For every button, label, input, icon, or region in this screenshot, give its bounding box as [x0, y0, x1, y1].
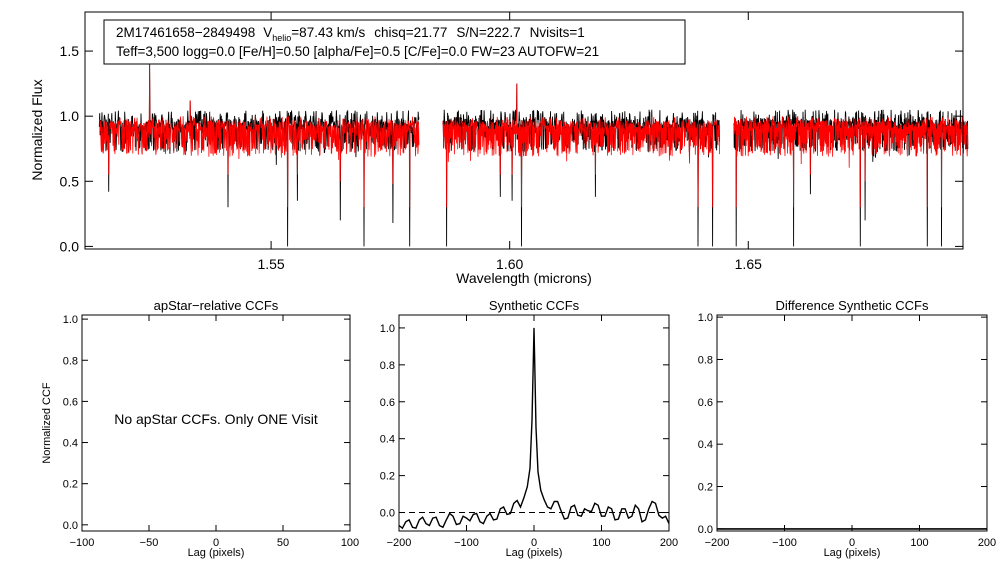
- y-tick-label: 0.4: [380, 434, 395, 446]
- x-tick-label: 100: [341, 537, 359, 549]
- y-tick-label: 0.0: [380, 508, 395, 520]
- spectrum-traces: [98, 61, 969, 247]
- x-tick-label: 0: [213, 537, 219, 549]
- apstar-ccf-y-axis-label: Normalized CCF: [41, 382, 53, 464]
- x-tick-label: 0: [531, 537, 537, 549]
- y-tick-label: 0.0: [698, 524, 713, 536]
- synthetic-spectrum-line-chip-1: [98, 61, 420, 208]
- spectrum-axis-ticks: 1.55 1.60 1.65 0.0 0.5 1.0 1.5: [60, 12, 963, 272]
- y-tick-label: 0.4: [63, 438, 78, 450]
- spectrum-y-axis-label: Normalized Flux: [29, 79, 45, 180]
- synthetic-ccf-axis-ticks: −200 −100 0 100 200 0.0 0.2 0.4 0.6 0.8 1.0: [380, 315, 678, 549]
- x-tick-label: 50: [277, 537, 289, 549]
- x-tick-label: 1.65: [735, 256, 762, 272]
- y-tick-label: 0.8: [698, 354, 713, 366]
- x-tick-label: 1.55: [257, 256, 284, 272]
- x-tick-label: 200: [978, 537, 996, 549]
- spectrum-plot-frame: [84, 11, 964, 250]
- x-tick-label: −50: [140, 537, 159, 549]
- y-tick-label: 0.2: [380, 471, 395, 483]
- y-tick-label: 0.4: [698, 439, 713, 451]
- y-tick-label: 0.6: [63, 396, 78, 408]
- apstar-ccf-title: apStar−relative CCFs: [154, 298, 279, 313]
- synthetic-spectrum-line-chip-2: [442, 83, 720, 208]
- y-tick-label: 0.6: [380, 397, 395, 409]
- difference-ccf-axis-ticks: −200 −100 0 100 200 0.0 0.2 0.4 0.6 0.8 1.0: [698, 312, 996, 549]
- y-tick-label: 0.2: [698, 482, 713, 494]
- apstar-ccf-x-axis-label: Lag (pixels): [188, 547, 245, 559]
- info-sn: S/N=222.7: [456, 25, 520, 40]
- x-tick-label: 0: [849, 537, 855, 549]
- spectrum-x-axis-label: Wavelength (microns): [456, 270, 592, 286]
- info-v-value: =87.43 km/s: [291, 25, 365, 40]
- x-tick-label: −200: [705, 537, 730, 549]
- synthetic-ccf-line: [398, 327, 670, 530]
- x-tick-label: 200: [660, 537, 678, 549]
- info-v-subscript: helio: [272, 33, 291, 43]
- difference-ccf-panel: Difference Synthetic CCFs −200 −100 0 100 20…: [698, 298, 996, 559]
- y-tick-label: 1.0: [698, 312, 713, 324]
- info-v-label: V: [263, 25, 272, 40]
- spectrum-info-box: 2M17461658−2849498 Vhelio=87.43 km/s chisq…: [103, 19, 686, 65]
- y-tick-label: 0.5: [60, 173, 80, 189]
- difference-ccf-x-axis-label: Lag (pixels): [824, 547, 881, 559]
- synthetic-ccf-title: Synthetic CCFs: [489, 298, 580, 313]
- y-tick-label: 1.0: [380, 323, 395, 335]
- y-tick-label: 1.5: [60, 43, 80, 59]
- x-tick-label: −200: [387, 537, 412, 549]
- synthetic-spectrum-line-chip-3: [733, 116, 969, 208]
- y-tick-label: 1.0: [63, 314, 78, 326]
- difference-ccf-title: Difference Synthetic CCFs: [776, 298, 929, 313]
- x-tick-label: 100: [910, 537, 928, 549]
- y-tick-label: 0.0: [63, 520, 78, 532]
- synthetic-ccf-series: [398, 327, 670, 530]
- x-tick-label: 100: [592, 537, 610, 549]
- info-box-frame: [103, 19, 686, 65]
- apstar-ccf-panel: apStar−relative CCFs −100 −50 0 50 100 0.0 0.2…: [41, 298, 359, 559]
- x-tick-label: 1.60: [496, 256, 523, 272]
- x-tick-label: −100: [772, 537, 797, 549]
- y-tick-label: 0.8: [63, 355, 78, 367]
- apstar-ccf-no-data-message: No apStar CCFs. Only ONE Visit: [114, 411, 318, 427]
- x-tick-label: −100: [454, 537, 479, 549]
- y-tick-label: 0.6: [698, 397, 713, 409]
- y-tick-label: 0.2: [63, 479, 78, 491]
- x-tick-label: −100: [70, 537, 95, 549]
- synthetic-ccf-x-axis-label: Lag (pixels): [506, 547, 563, 559]
- synthetic-ccf-panel: Synthetic CCFs −200 −100 0 100 200 0.0 0.2 0.4 0…: [380, 298, 678, 559]
- y-tick-label: 1.0: [60, 108, 80, 124]
- observed-spectrum-line-chip-3: [733, 109, 969, 247]
- y-tick-label: 0.8: [380, 360, 395, 372]
- spectrum-panel: 1.55 1.60 1.65 0.0 0.5 1.0 1.5 Wavelength (mic…: [29, 11, 969, 286]
- info-line-2: Teff=3,500 logg=0.0 [Fe/H]=0.50 [alpha/F…: [116, 44, 599, 59]
- info-star-id: 2M17461658−2849498: [116, 25, 255, 40]
- apstar-ccf-axis-ticks: −100 −50 0 50 100 0.0 0.2 0.4 0.6 0.8 1.0: [63, 314, 359, 549]
- info-chisq: chisq=21.77: [374, 25, 447, 40]
- y-tick-label: 0.0: [60, 238, 80, 254]
- info-line-1: 2M17461658−2849498 Vhelio=87.43 km/s chisq…: [116, 25, 585, 43]
- info-nvisits: Nvisits=1: [530, 25, 585, 40]
